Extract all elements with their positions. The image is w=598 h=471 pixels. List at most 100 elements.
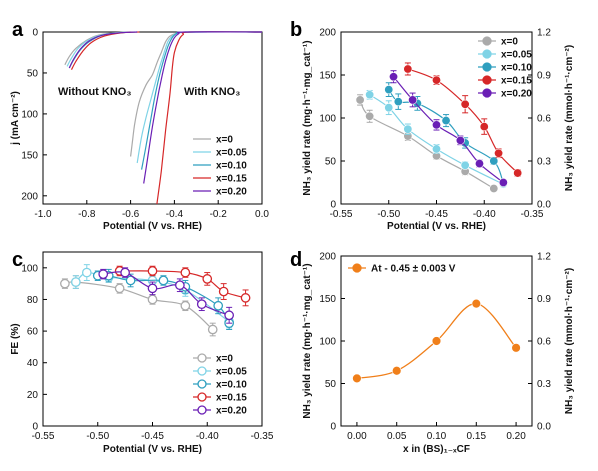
chart-panel-b: -0.55 -0.50 -0.45 -0.40 -0.35 0 50 100 150 200 0.0…: [302, 28, 575, 233]
legend-entry-label: x=0.20: [216, 187, 247, 198]
chart-panel-c: -0.55 -0.50 -0.45 -0.40 -0.35 0 20 40 60 80 100 Pot…: [10, 251, 274, 455]
data-point: [441, 116, 451, 126]
y2-tick-label: 0.6: [537, 114, 551, 125]
y-tick-label: 100: [319, 114, 336, 125]
data-point: [81, 267, 92, 278]
panel-label-c: c: [12, 249, 23, 271]
data-point: [355, 95, 365, 105]
panel-label-a: a: [12, 19, 24, 41]
y-tick-label: 80: [27, 295, 39, 306]
y-tick-label: 50: [325, 157, 337, 168]
y-tick-label: 40: [27, 358, 39, 369]
data-point: [180, 300, 191, 311]
data-point: [471, 298, 481, 309]
series-line-with-knO3: [141, 31, 263, 170]
y-tick-label: 100: [21, 263, 38, 274]
x-tick-label: -0.55: [330, 209, 353, 220]
data-point: [498, 178, 508, 188]
legend-entry-label: x=0.20: [501, 89, 532, 100]
annotation-with-kno3: With KNO₃: [184, 86, 240, 98]
y-tick-label: 100: [319, 337, 336, 348]
legend-entry-label: x=0.15: [216, 393, 247, 404]
chart-panel-d: 0.00 0.05 0.10 0.15 0.20 0 50 100 150 200 0.0 0.3 0.…: [302, 252, 575, 456]
y-tick-label: 150: [319, 294, 336, 305]
data-point: [180, 267, 191, 278]
x-tick-label: -0.45: [425, 209, 448, 220]
x-tick-label: -0.4: [166, 209, 184, 220]
legend-entry-label: x=0.20: [216, 406, 247, 417]
legend-swatch-marker: [197, 405, 207, 415]
x-tick-label: -0.55: [32, 431, 55, 442]
legend-swatch-marker: [482, 62, 492, 72]
x-tick-label: 0.05: [387, 431, 407, 442]
legend-entry-label: x=0.05: [501, 50, 532, 61]
legend-entry-label: x=0.05: [216, 148, 247, 159]
data-point: [71, 277, 81, 287]
x-tick-label: -0.50: [377, 209, 400, 220]
x-tick-label: 0.20: [506, 431, 526, 442]
data-point: [389, 72, 399, 82]
legend-swatch-marker: [482, 36, 492, 46]
y-tick-label: 200: [21, 191, 38, 202]
y-tick-label: 50: [27, 68, 39, 79]
y2-axis-label: NH₃ yield rate (mmol·h⁻¹·cm⁻²): [564, 268, 575, 414]
legend-entry-label: x=0.15: [216, 174, 247, 185]
legend-entry-label: At - 0.45 ± 0.003 V: [371, 264, 456, 275]
legend-entry-label: x=0.10: [216, 380, 247, 391]
legend-entry-label: x=0: [216, 354, 233, 365]
data-point: [408, 95, 418, 105]
legend-swatch-marker: [352, 263, 362, 273]
y-axis-label: NH₃ yield rate (mg·h⁻¹·mg_cat⁻¹): [302, 40, 313, 195]
y2-tick-label: 0.0: [537, 422, 551, 433]
x-tick-label: 0.10: [427, 431, 447, 442]
panel-label-b: b: [290, 19, 302, 41]
legend-swatch-marker: [482, 49, 492, 59]
y-tick-label: 150: [319, 71, 336, 82]
y2-tick-label: 0.3: [537, 379, 551, 390]
y-tick-label: 200: [319, 252, 336, 263]
legend-entry-label: x=0.10: [216, 161, 247, 172]
x-tick-label: -0.8: [78, 209, 96, 220]
y2-tick-label: 0.9: [537, 294, 551, 305]
x-tick-label: -0.35: [251, 431, 274, 442]
plot-frame: [42, 31, 263, 205]
data-point: [513, 168, 523, 178]
x-axis-label: x in (BS)₁₋ₓCF: [403, 444, 470, 455]
data-point: [431, 336, 442, 346]
data-point: [224, 310, 234, 321]
data-point: [240, 293, 251, 303]
data-point: [460, 99, 470, 109]
chart-panel-a: -1.0 -0.8 -0.6 -0.4 -0.2 0.0 0 50 100 150 200 Poten…: [10, 28, 269, 233]
x-tick-label: -0.35: [521, 209, 544, 220]
data-point: [431, 120, 441, 130]
data-point: [455, 135, 465, 145]
y-axis-label: FE (%): [10, 323, 21, 354]
data-point: [120, 267, 130, 278]
legend-entry-label: x=0.15: [501, 76, 532, 87]
annotation-without-kno3: Without KNO₃: [58, 86, 131, 98]
data-point: [218, 286, 229, 297]
data-point: [489, 184, 499, 194]
data-point: [365, 90, 375, 100]
y-tick-label: 0: [32, 422, 38, 433]
y-tick-label: 0: [330, 422, 336, 433]
x-tick-label: -0.40: [473, 209, 496, 220]
data-point: [392, 366, 402, 376]
y-tick-label: 0: [330, 200, 336, 211]
y-tick-label: 150: [21, 150, 38, 161]
x-axis-label: Potential (V vs. RHE): [103, 444, 202, 455]
x-axis-label: Potential (V vs. RHE): [103, 221, 202, 232]
data-point: [125, 275, 136, 286]
series-line-without-knO3: [70, 31, 140, 70]
panel-label-d: d: [290, 249, 302, 271]
series-line-without-knO3: [68, 31, 138, 69]
data-point: [393, 97, 403, 107]
data-point: [431, 75, 441, 85]
x-tick-label: -0.50: [86, 431, 109, 442]
legend-entry-label: x=0: [501, 37, 518, 48]
data-point: [474, 159, 484, 169]
legend-swatch-marker: [197, 353, 207, 363]
data-point: [403, 64, 413, 74]
data-point: [147, 294, 158, 305]
data-point: [175, 280, 185, 291]
